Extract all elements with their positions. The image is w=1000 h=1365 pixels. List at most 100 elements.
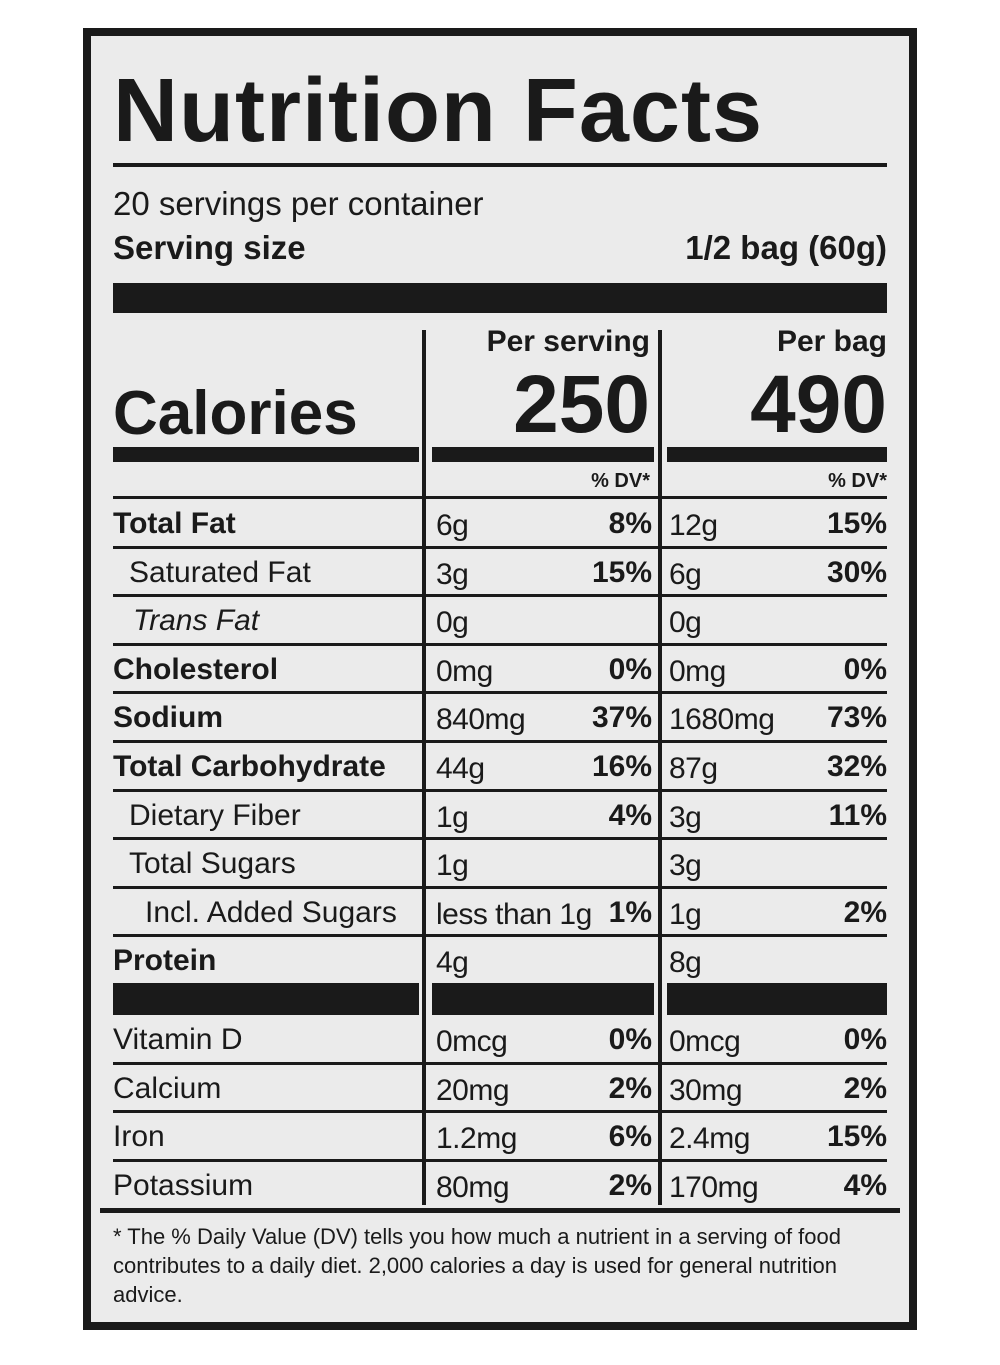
daily-value: 2%	[608, 1168, 652, 1202]
rule	[113, 788, 887, 792]
amount: 840mg	[436, 703, 526, 737]
amount: 2.4mg	[669, 1122, 750, 1156]
thick-rule	[667, 983, 887, 1015]
rule	[113, 1158, 887, 1162]
nutrient-name: Total Fat	[113, 507, 236, 540]
rule	[113, 642, 887, 646]
amount: 1g	[436, 849, 469, 883]
rule	[113, 934, 887, 938]
amount: 0mg	[669, 654, 726, 688]
serving-size-value: 1/2 bag (60g)	[685, 229, 887, 266]
nutrient-name: Incl. Added Sugars	[145, 895, 397, 929]
thick-rule	[113, 447, 419, 462]
daily-value: 0%	[608, 652, 652, 686]
rule	[100, 1208, 900, 1213]
footnote: * The % Daily Value (DV) tells you how m…	[113, 1224, 841, 1307]
thick-rule	[432, 447, 654, 462]
daily-value: 2%	[843, 1071, 887, 1105]
thick-rule	[113, 283, 887, 313]
nutrient-name: Cholesterol	[113, 652, 279, 686]
amount: 80mg	[436, 1170, 510, 1204]
daily-value: 0%	[843, 652, 887, 686]
daily-value: 37%	[591, 701, 652, 735]
column-header: Per bag	[776, 325, 887, 358]
nutrient-name: Dietary Fiber	[129, 798, 301, 832]
rule	[113, 1110, 887, 1114]
rule	[113, 163, 887, 167]
daily-value: 16%	[591, 750, 652, 783]
calories-value: 250	[513, 359, 650, 450]
nutrient-name: Sodium	[113, 701, 223, 735]
amount: 44g	[436, 752, 485, 785]
rule	[113, 837, 887, 841]
daily-value: 15%	[591, 555, 652, 589]
nutrient-name: Calcium	[113, 1071, 222, 1105]
amount: 1g	[436, 800, 469, 834]
daily-value: 6%	[608, 1120, 652, 1154]
rule	[113, 496, 887, 499]
daily-value: 15%	[826, 507, 887, 540]
daily-value: 4%	[843, 1168, 887, 1202]
rule	[113, 885, 887, 889]
daily-value: 0%	[843, 1023, 887, 1056]
amount: 87g	[669, 752, 718, 785]
serving-size-label: Serving size	[113, 229, 306, 266]
daily-value: 11%	[828, 798, 887, 832]
amount: 6g	[436, 509, 469, 542]
rule	[113, 594, 887, 598]
nutrient-name: Trans Fat	[133, 604, 260, 638]
amount: 30mg	[669, 1073, 743, 1107]
nutrient-name: Total Sugars	[129, 847, 296, 881]
rule	[113, 740, 887, 743]
amount: 20mg	[436, 1073, 510, 1107]
daily-value: 32%	[826, 750, 887, 783]
daily-value: 2%	[608, 1071, 652, 1105]
daily-value: 8%	[608, 507, 652, 540]
amount: 8g	[669, 946, 702, 980]
calories-value: 490	[750, 359, 887, 450]
column-rule	[658, 330, 662, 1205]
thick-rule	[667, 447, 887, 462]
amount: 1.2mg	[436, 1122, 517, 1156]
nutrient-name: Vitamin D	[113, 1023, 243, 1056]
amount: 12g	[669, 509, 718, 542]
column-rule	[422, 330, 426, 1205]
nutrient-name: Total Carbohydrate	[113, 750, 386, 783]
amount: 0mcg	[669, 1025, 741, 1058]
daily-value: 15%	[826, 1120, 887, 1154]
amount: 3g	[669, 849, 702, 883]
nutrient-name: Iron	[113, 1120, 165, 1154]
amount: 0mcg	[436, 1025, 508, 1058]
daily-value: 1%	[608, 895, 652, 929]
amount: 170mg	[669, 1170, 759, 1204]
dv-header: % DV*	[828, 470, 887, 492]
daily-value: 4%	[608, 798, 652, 832]
amount: 1g	[669, 897, 702, 931]
servings: 20 servings per container	[113, 185, 484, 222]
rule	[113, 691, 887, 695]
rule	[113, 545, 887, 549]
daily-value: 0%	[608, 1023, 652, 1056]
title: Nutrition Facts	[113, 61, 764, 161]
amount: 0g	[436, 606, 469, 640]
nutrient-name: Protein	[113, 944, 217, 978]
amount: 0g	[669, 606, 702, 640]
calories-label: Calories	[113, 379, 358, 448]
amount: 0mg	[436, 654, 493, 688]
thick-rule	[432, 983, 654, 1015]
daily-value: 30%	[826, 555, 887, 589]
dv-header: % DV*	[591, 470, 650, 492]
daily-value: 2%	[843, 895, 887, 929]
amount: 6g	[669, 557, 702, 591]
rule	[113, 1061, 887, 1065]
amount: less than 1g	[436, 897, 592, 931]
nutrient-name: Potassium	[113, 1168, 254, 1202]
thick-rule	[113, 983, 419, 1015]
amount: 3g	[436, 557, 469, 591]
nutrient-name: Saturated Fat	[129, 555, 311, 589]
daily-value: 73%	[826, 701, 887, 735]
amount: 3g	[669, 800, 702, 834]
column-header: Per serving	[486, 325, 650, 358]
amount: 4g	[436, 946, 469, 980]
